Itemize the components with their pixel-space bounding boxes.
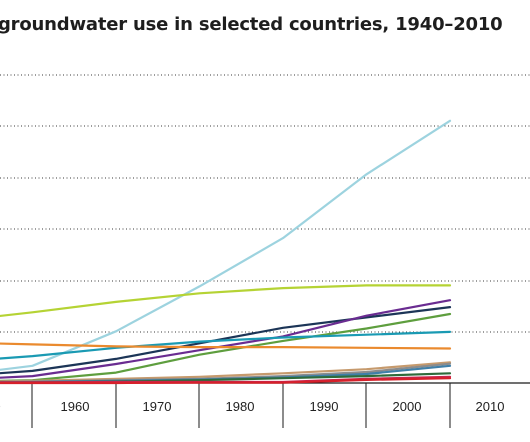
x-tick-label: 2010	[476, 399, 505, 414]
series-line-13	[0, 377, 452, 385]
series-line-7	[0, 342, 452, 350]
series-line-1	[0, 119, 452, 371]
x-tick-label: 2000	[393, 399, 422, 414]
chart-title: groundwater use in selected countries, 1…	[0, 14, 503, 35]
series-line-3	[0, 306, 452, 375]
x-tick-label: 1970	[143, 399, 172, 414]
series-line-6	[0, 330, 452, 360]
x-tick-label: 1960	[61, 399, 90, 414]
series-line-2	[0, 284, 452, 318]
x-tick-label: 1980	[226, 399, 255, 414]
series-line-4	[0, 299, 452, 379]
x-tick-label: 1990	[310, 399, 339, 414]
x-tick-label: 0	[0, 399, 1, 414]
